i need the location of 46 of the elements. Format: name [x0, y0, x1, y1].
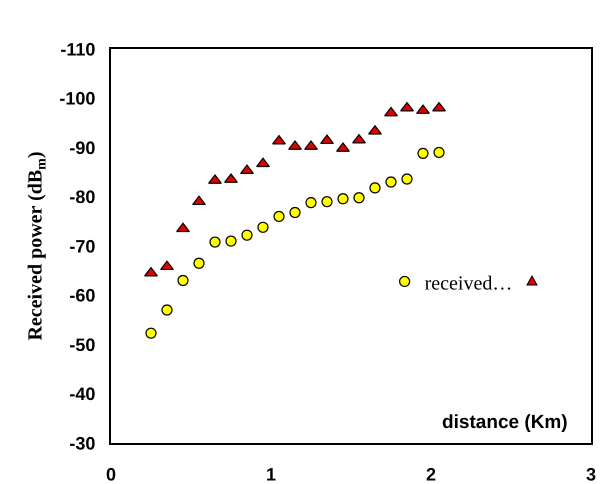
point: [209, 236, 221, 248]
y-tick-label: -90: [69, 138, 96, 158]
x-tick-label: 1: [266, 464, 276, 484]
point: [241, 230, 253, 241]
point: [337, 193, 349, 204]
y-tick-label: -50: [69, 334, 96, 355]
point: [401, 173, 413, 185]
point: [369, 182, 381, 194]
point: [321, 196, 333, 208]
y-tick-label: -80: [69, 187, 96, 208]
y-tick-label: -60: [69, 286, 96, 306]
point: [192, 196, 206, 206]
point: [353, 192, 365, 204]
y-tick-label: -70: [69, 236, 96, 256]
legend-label: received…: [424, 272, 512, 294]
point: [257, 222, 269, 233]
point: [177, 274, 189, 286]
y-tick-label: -40: [69, 384, 96, 404]
x-axis-title: distance (Km): [442, 412, 568, 433]
point: [368, 125, 382, 135]
y-tick-label: -100: [59, 88, 96, 109]
point: [385, 176, 397, 188]
y-tick-label: -30: [69, 433, 96, 454]
point: [288, 140, 302, 150]
x-tick-label: 3: [586, 464, 596, 484]
point: [305, 197, 317, 208]
point: [304, 140, 318, 150]
point: [225, 235, 237, 247]
point: [193, 258, 205, 269]
point: [289, 206, 301, 218]
point: [161, 304, 173, 316]
point: [256, 158, 270, 168]
point: [176, 222, 190, 232]
point: [273, 210, 285, 222]
point: [417, 148, 429, 160]
point: [160, 260, 174, 270]
point: [433, 146, 445, 158]
point: [145, 328, 157, 339]
point: [336, 142, 350, 152]
x-tick-label: 0: [106, 464, 116, 484]
x-tick-label: 2: [426, 464, 436, 484]
point: [208, 174, 222, 184]
y-tick-label: -110: [60, 39, 96, 60]
point: [416, 104, 430, 114]
point: [224, 173, 238, 183]
point: [384, 106, 398, 116]
